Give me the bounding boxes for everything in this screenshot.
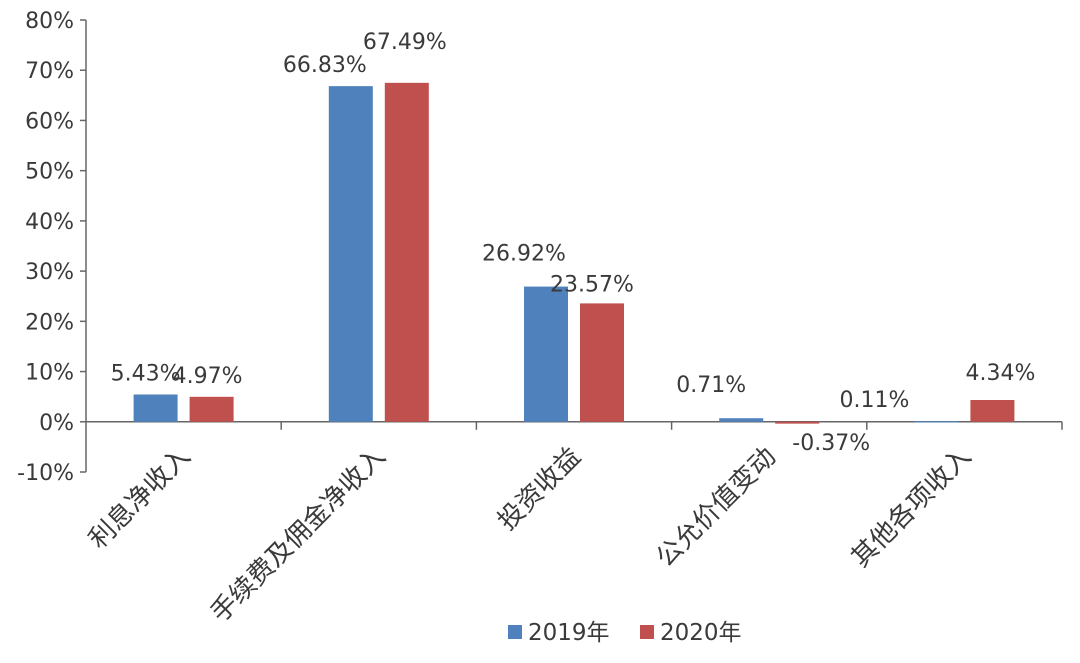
y-tick-label: 20% <box>25 310 74 335</box>
category-label: 手续费及佣金净收入 <box>205 442 392 629</box>
bars <box>133 82 1015 424</box>
legend-label: 2020年 <box>660 620 742 646</box>
bar <box>328 86 373 422</box>
data-label: 26.92% <box>482 242 566 267</box>
data-label: 66.83% <box>283 53 367 78</box>
category-labels: 利息净收入 手续费及佣金净收入 投资收益 公允价值变动 其他各项收入 <box>83 442 977 629</box>
bar <box>970 399 1015 422</box>
legend-swatch <box>640 625 654 639</box>
bar <box>719 418 764 422</box>
bar <box>580 303 624 422</box>
x-axis <box>86 421 1063 430</box>
y-tick-label: 10% <box>25 361 74 386</box>
legend-label: 2019年 <box>528 620 610 646</box>
y-tick-label: 0% <box>39 411 74 436</box>
data-labels: 5.43%4.97% 66.83%67.49% 26.92% 23.57% 0.71% -… <box>111 30 1036 456</box>
y-tick-label: 60% <box>25 109 74 134</box>
category-label: 其他各项收入 <box>846 442 978 574</box>
y-tick-label: 80% <box>25 9 74 34</box>
category-label: 公允价值变动 <box>651 442 783 574</box>
y-axis: 80% 70% 60% 50% 40% 30% 20% 10% 0% -10% <box>17 9 87 486</box>
bar <box>384 82 429 422</box>
y-tick-label: 30% <box>25 260 74 285</box>
data-label: 4.34% <box>965 361 1035 386</box>
y-tick-label: -10% <box>17 461 74 486</box>
data-label: -0.37% <box>792 431 870 456</box>
category-label: 投资收益 <box>492 442 587 537</box>
data-label: 4.97% <box>173 364 243 389</box>
data-label: 67.49% <box>363 30 447 55</box>
bar <box>914 421 959 423</box>
legend-swatch <box>508 625 522 639</box>
category-label: 利息净收入 <box>83 442 196 555</box>
bar <box>524 286 568 422</box>
y-tick-label: 40% <box>25 210 74 235</box>
bar <box>133 394 178 422</box>
bar <box>189 396 234 422</box>
data-label: 5.43% <box>111 362 181 387</box>
data-label: 0.11% <box>839 388 909 413</box>
y-tick-label: 50% <box>25 160 74 185</box>
data-label: 23.57% <box>550 272 634 297</box>
data-label: 0.71% <box>676 373 746 398</box>
legend: 2019年 2020年 <box>508 620 742 646</box>
bar <box>775 421 820 424</box>
y-tick-label: 70% <box>25 59 74 84</box>
